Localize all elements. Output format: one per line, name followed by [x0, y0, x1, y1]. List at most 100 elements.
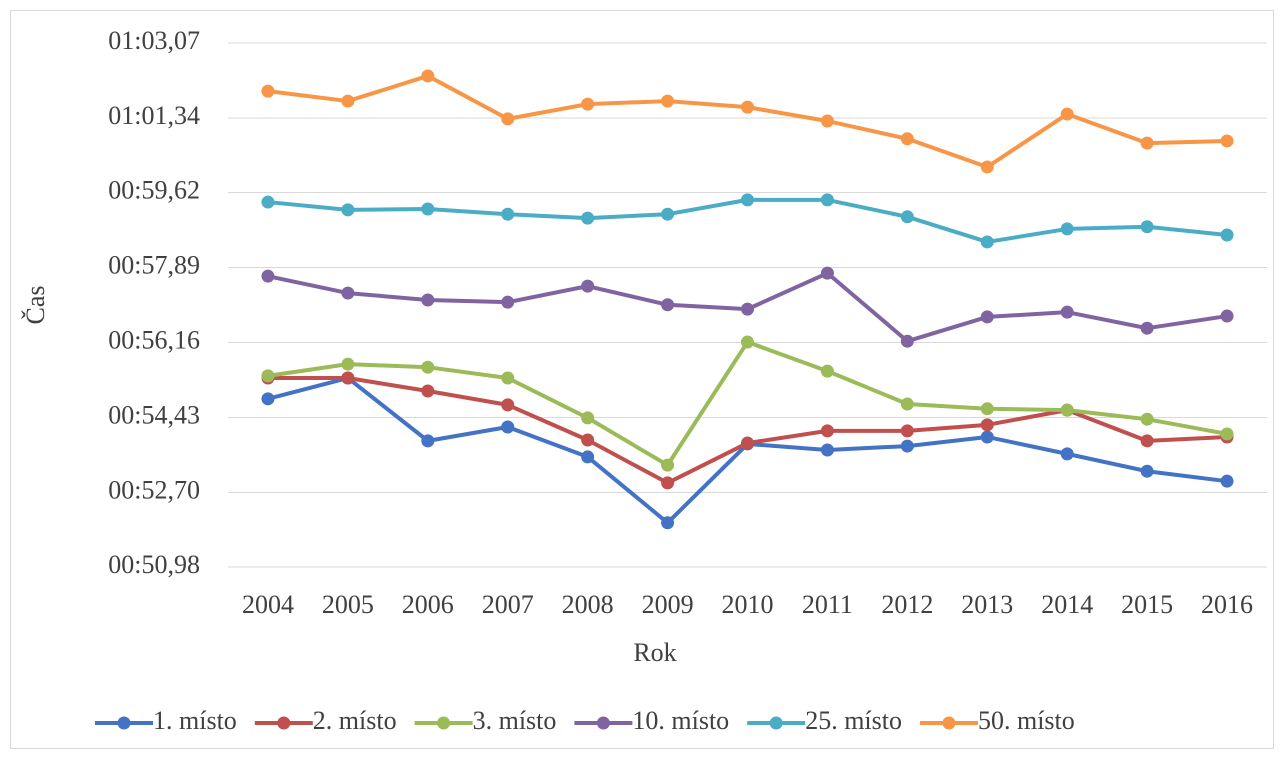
data-point: [741, 302, 754, 316]
x-tick-label: 2012: [881, 590, 933, 619]
data-point: [820, 443, 834, 457]
data-point: [1140, 321, 1154, 335]
data-point: [820, 364, 834, 378]
data-point: [661, 207, 675, 221]
x-tick-label: 2006: [402, 590, 454, 619]
legend-marker: [942, 716, 956, 730]
data-point: [581, 450, 595, 464]
data-point: [341, 286, 355, 300]
data-point: [1060, 305, 1074, 319]
data-point: [1060, 107, 1074, 121]
data-point: [900, 334, 914, 348]
x-tick-label: 2014: [1041, 590, 1093, 619]
data-point: [820, 424, 834, 438]
data-point: [661, 298, 675, 312]
y-tick-label: 00:57,89: [108, 250, 200, 279]
legend-marker: [277, 716, 291, 730]
data-point: [741, 436, 754, 450]
data-point: [421, 293, 435, 307]
data-point: [421, 360, 435, 374]
data-point: [900, 132, 914, 146]
x-tick-label: 2016: [1201, 590, 1253, 619]
data-point: [501, 207, 515, 221]
x-tick-label: 2015: [1121, 590, 1173, 619]
data-point: [501, 398, 515, 412]
data-point: [900, 439, 914, 453]
data-point: [421, 69, 435, 83]
data-point: [820, 114, 834, 128]
x-tick-label: 2013: [961, 590, 1013, 619]
data-point: [341, 357, 355, 371]
data-point: [1060, 447, 1074, 461]
x-tick-label: 2011: [802, 590, 853, 619]
y-tick-label: 00:50,98: [108, 550, 200, 579]
legend-label: 10. místo: [632, 706, 729, 735]
y-tick-label: 00:54,43: [108, 400, 200, 429]
data-point: [581, 97, 595, 111]
data-point: [581, 433, 595, 447]
y-axis-title: Čas: [21, 286, 50, 325]
data-point: [1140, 434, 1154, 448]
data-point: [1220, 309, 1234, 323]
data-point: [1140, 464, 1154, 478]
data-point: [1220, 228, 1234, 242]
data-point: [581, 279, 595, 293]
data-point: [661, 458, 675, 472]
data-point: [980, 160, 994, 174]
data-point: [581, 411, 595, 425]
legend-marker: [117, 716, 131, 730]
data-point: [501, 295, 515, 309]
data-point: [501, 420, 515, 434]
legend-label: 2. místo: [313, 706, 397, 735]
data-point: [501, 371, 515, 385]
data-point: [741, 335, 754, 349]
data-point: [900, 397, 914, 411]
legend-label: 3. místo: [473, 706, 557, 735]
data-point: [661, 94, 675, 108]
data-point: [661, 476, 675, 490]
x-tick-label: 2004: [242, 590, 294, 619]
data-point: [341, 94, 355, 108]
y-tick-label: 00:59,62: [108, 175, 200, 204]
data-point: [1060, 222, 1074, 236]
data-point: [1060, 403, 1074, 417]
data-point: [421, 434, 435, 448]
legend-marker: [769, 716, 783, 730]
data-point: [741, 100, 754, 114]
legend-label: 50. místo: [978, 706, 1075, 735]
x-axis-title: Rok: [633, 638, 676, 667]
x-tick-label: 2009: [642, 590, 694, 619]
y-tick-label: 00:52,70: [108, 475, 200, 504]
x-tick-label: 2005: [322, 590, 374, 619]
data-point: [980, 402, 994, 416]
legend-label: 1. místo: [153, 706, 237, 735]
data-point: [261, 369, 275, 383]
data-point: [1140, 412, 1154, 426]
data-point: [980, 418, 994, 432]
data-point: [261, 195, 275, 209]
data-point: [261, 269, 275, 283]
data-point: [980, 235, 994, 249]
data-point: [900, 210, 914, 224]
data-point: [421, 384, 435, 398]
data-point: [820, 266, 834, 280]
data-point: [1140, 220, 1154, 234]
data-point: [900, 424, 914, 438]
legend-marker: [596, 716, 610, 730]
data-point: [661, 516, 675, 530]
data-point: [581, 211, 595, 225]
x-tick-label: 2008: [562, 590, 614, 619]
data-point: [261, 84, 275, 98]
y-tick-label: 01:01,34: [108, 101, 200, 130]
data-point: [261, 392, 275, 406]
legend-label: 25. místo: [805, 706, 902, 735]
data-point: [341, 371, 355, 385]
data-point: [1220, 134, 1234, 148]
x-tick-label: 2010: [722, 590, 774, 619]
x-tick-label: 2007: [482, 590, 534, 619]
data-point: [980, 430, 994, 444]
y-tick-label: 00:56,16: [108, 325, 200, 354]
data-point: [980, 310, 994, 324]
y-tick-label: 01:03,07: [108, 26, 200, 55]
